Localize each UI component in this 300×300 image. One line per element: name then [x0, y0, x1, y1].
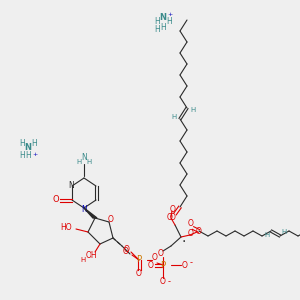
Text: H: H — [154, 26, 160, 34]
Text: N: N — [160, 13, 167, 22]
Text: H: H — [31, 139, 37, 148]
Text: O: O — [170, 214, 176, 223]
Polygon shape — [84, 208, 97, 218]
Text: O: O — [158, 248, 164, 257]
Text: O: O — [124, 245, 130, 254]
Text: +: + — [32, 152, 38, 158]
Text: H: H — [264, 232, 270, 238]
Text: H: H — [171, 114, 177, 120]
Text: O: O — [160, 278, 166, 286]
Text: O: O — [123, 247, 129, 256]
Text: O: O — [136, 269, 142, 278]
Text: HO: HO — [60, 224, 72, 232]
Text: O: O — [148, 260, 154, 269]
Text: H: H — [154, 17, 160, 26]
Text: N: N — [81, 206, 87, 214]
Text: H: H — [19, 151, 25, 160]
Text: H: H — [160, 22, 166, 32]
Text: H: H — [25, 151, 31, 160]
Text: O: O — [196, 226, 202, 236]
Text: O: O — [167, 212, 173, 221]
Text: ·: · — [182, 235, 186, 249]
Text: H: H — [281, 229, 286, 235]
Text: O: O — [182, 260, 188, 269]
Text: H: H — [166, 17, 172, 26]
Text: H: H — [80, 257, 86, 263]
Text: O: O — [152, 254, 158, 262]
Text: H: H — [86, 159, 92, 165]
Text: N: N — [68, 182, 74, 190]
Text: +: + — [167, 13, 172, 17]
Text: -: - — [167, 278, 170, 286]
Text: P: P — [160, 260, 166, 269]
Text: O: O — [53, 196, 59, 205]
Text: P: P — [136, 256, 142, 265]
Text: H: H — [19, 139, 25, 148]
Text: O: O — [170, 205, 176, 214]
Text: N: N — [81, 154, 87, 163]
Text: O: O — [188, 220, 194, 229]
Text: H: H — [76, 159, 82, 165]
Text: OH: OH — [85, 251, 97, 260]
Text: H: H — [190, 107, 196, 113]
Text: -: - — [190, 259, 193, 268]
Text: N: N — [25, 143, 32, 152]
Text: O: O — [188, 230, 194, 238]
Text: O: O — [108, 215, 114, 224]
